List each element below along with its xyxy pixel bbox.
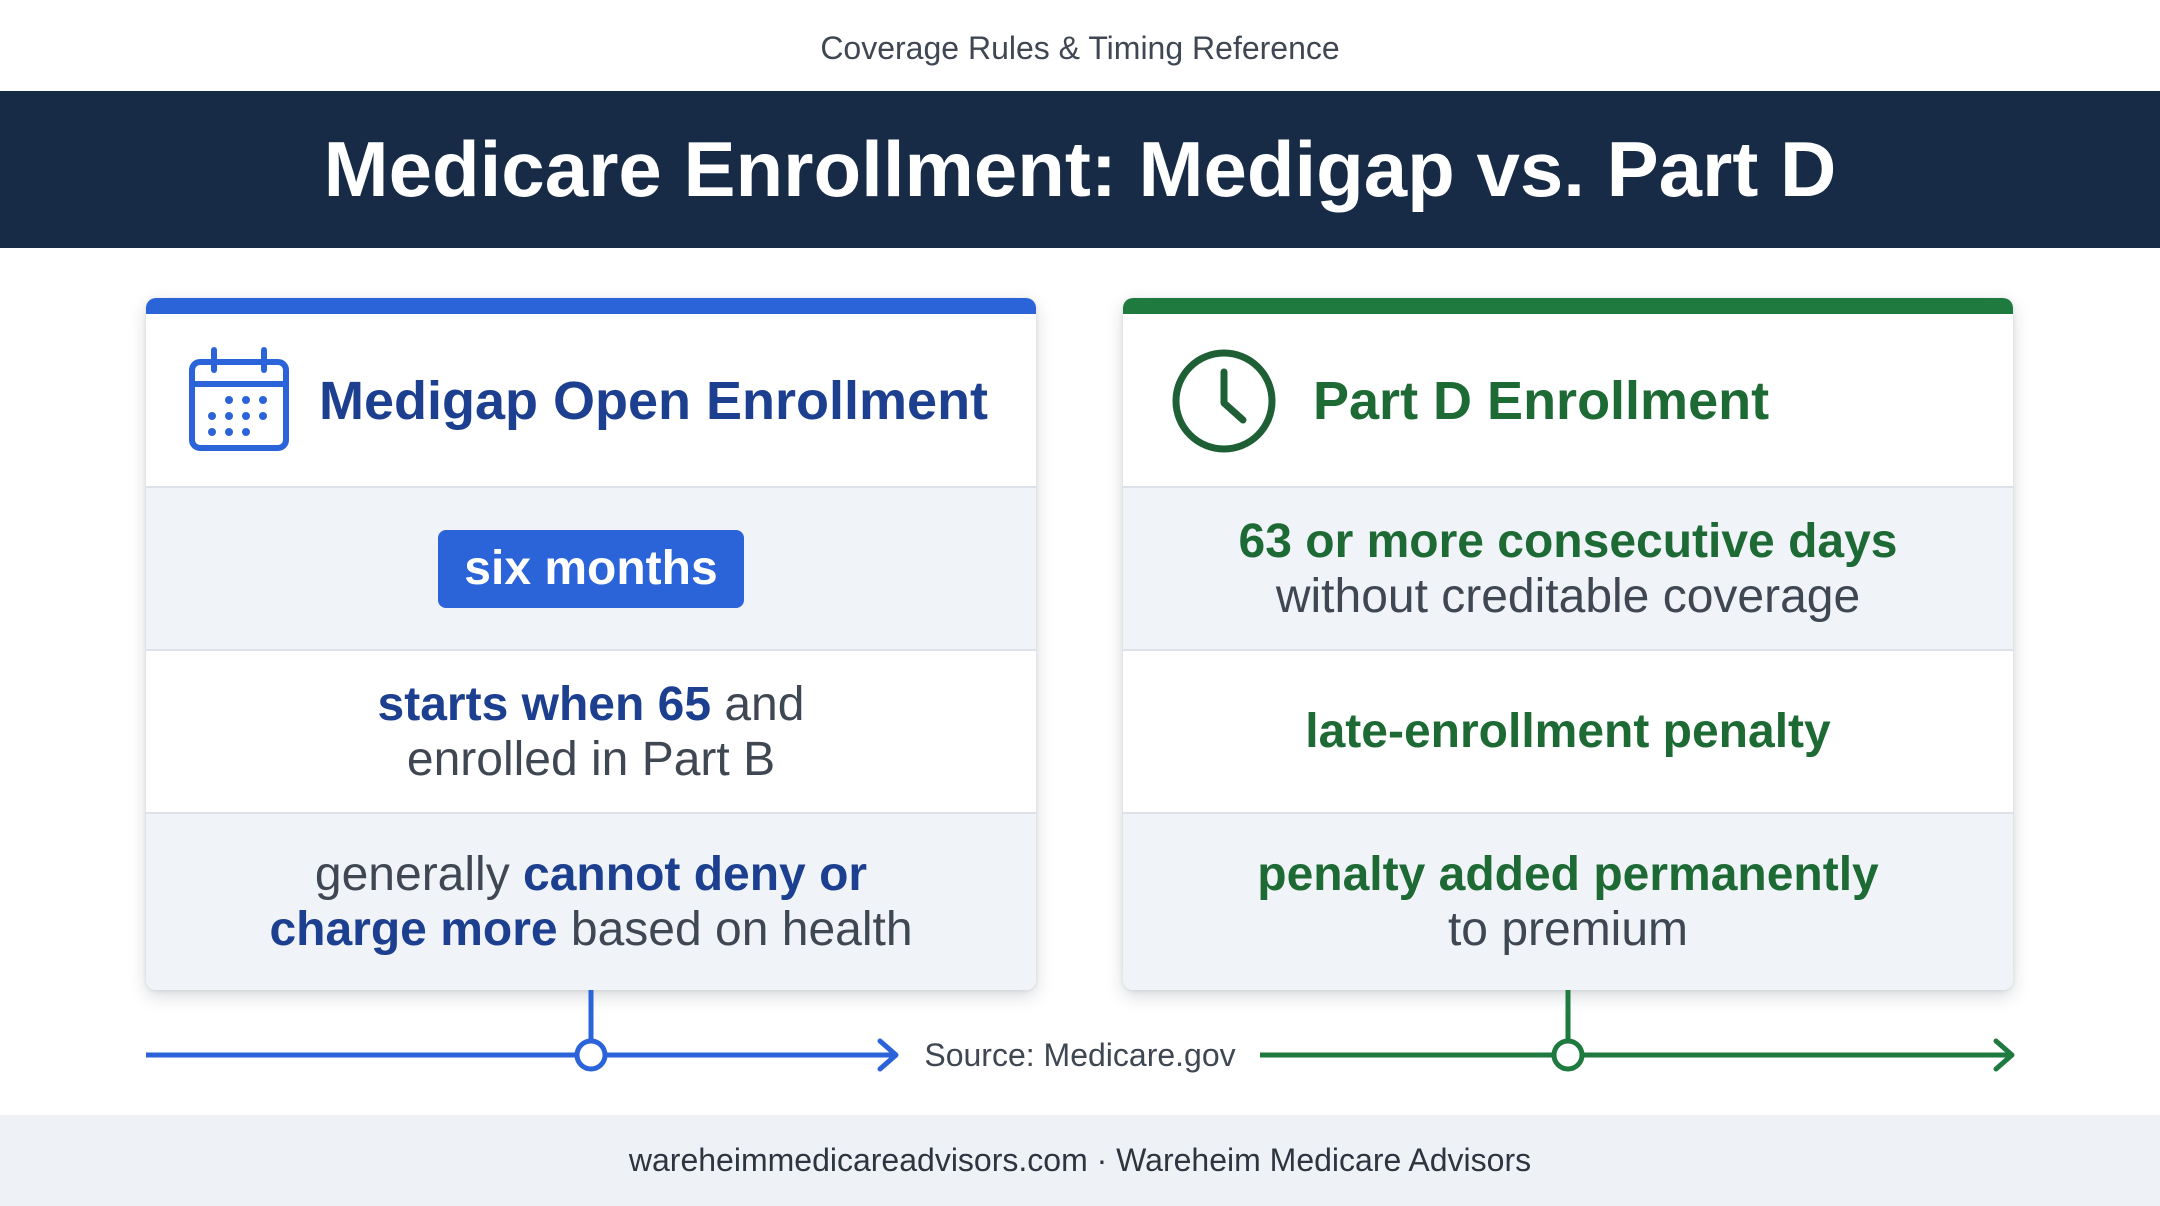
medigap-duration-row: six months [146,488,1036,651]
partd-title: Part D Enrollment [1313,371,1770,431]
medigap-protection-text: generally cannot deny or charge more bas… [269,847,912,957]
duration-badge: six months [438,529,744,608]
protection-bold-1: cannot deny or [523,848,868,901]
penalty-label: late-enrollment penalty [1305,705,1831,758]
medigap-protection-row: generally cannot deny or charge more bas… [146,814,1036,990]
gap-rest: without creditable coverage [1275,569,1861,623]
start-condition-bold: starts when 65 [377,677,712,731]
medigap-timeline-arrow [146,990,899,1072]
page-title: Medicare Enrollment: Medigap vs. Part D [323,125,1837,213]
permanent-rest: to premium [1447,903,1689,956]
title-bar: Medicare Enrollment: Medigap vs. Part D [0,91,2160,248]
protection-pre: generally [314,848,524,901]
partd-gap-row: 63 or more consecutive days without cred… [1123,488,2013,651]
gap-bold: 63 or more consecutive days [1238,514,1898,568]
partd-card: Part D Enrollment 63 or more consecutive… [1123,298,2013,990]
subtitle: Coverage Rules & Timing Reference [820,30,1340,66]
partd-card-header: Part D Enrollment [1123,314,2013,488]
medigap-card-header: Medigap Open Enrollment [146,314,1036,488]
footer: wareheimmedicareadvisors.com · Wareheim … [0,1115,2160,1206]
permanent-bold: penalty added permanently [1257,848,1879,901]
protection-post: based on health [557,903,913,956]
medigap-card: Medigap Open Enrollment six months start… [146,298,1036,990]
calendar-icon [189,347,289,451]
start-condition-line2: enrolled in Part B [406,732,776,786]
medigap-start-row: starts when 65 and enrolled in Part B [146,651,1036,814]
medigap-title: Medigap Open Enrollment [319,371,989,431]
source-label: Source: Medicare.gov [924,1037,1236,1073]
partd-gap-text: 63 or more consecutive days without cred… [1239,514,1898,624]
partd-permanent-row: penalty added permanently to premium [1123,814,2013,990]
medigap-accent-bar [146,298,1036,314]
start-condition-rest: and [711,677,805,731]
protection-bold-2: charge more [269,903,558,956]
partd-penalty-row: late-enrollment penalty [1123,651,2013,814]
partd-accent-bar [1123,298,2013,314]
timeline [146,990,2015,1072]
partd-permanent-text: penalty added permanently to premium [1257,847,1879,957]
partd-penalty-text: late-enrollment penalty [1305,704,1830,759]
clock-icon [1172,349,1276,453]
medigap-start-text: starts when 65 and enrolled in Part B [378,677,805,787]
partd-timeline-arrow [1260,990,2015,1072]
